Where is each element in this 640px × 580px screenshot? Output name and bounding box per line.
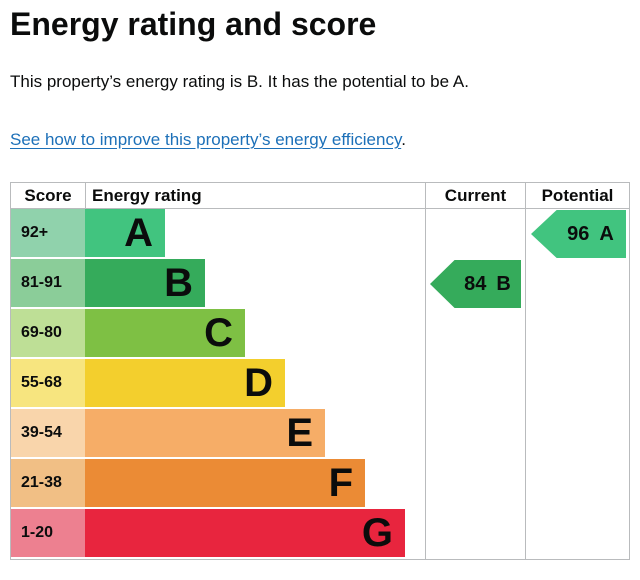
score-range-a: 92+ <box>11 209 85 257</box>
score-range-f: 21-38 <box>11 459 85 507</box>
link-period: . <box>401 130 406 149</box>
current-rating-letter: B <box>496 272 511 295</box>
column-header-score: Score <box>24 185 72 205</box>
band-row-a: 92+ A <box>11 209 629 259</box>
chart-body: 84 B 96 A 92+ A 81-91 B 69-80 C 55-68 D 39-54 E 21… <box>11 209 629 559</box>
band-row-c: 69-80 C <box>11 309 629 359</box>
improve-efficiency-link[interactable]: See how to improve this property’s energ… <box>10 130 402 149</box>
band-bar-a: A <box>85 209 165 257</box>
current-column-divider <box>425 209 426 559</box>
band-row-f: 21-38 F <box>11 459 629 509</box>
column-header-current: Current <box>425 183 525 208</box>
page-title: Energy rating and score <box>10 6 377 42</box>
band-bar-b: B <box>85 259 205 307</box>
chart-header-row: Score Energy rating Current Potential <box>11 183 629 209</box>
intro-text: This property’s energy rating is B. It h… <box>10 72 469 91</box>
band-bar-e: E <box>85 409 325 457</box>
column-header-rating: Energy rating <box>85 183 425 208</box>
band-row-b: 81-91 B <box>11 259 629 309</box>
page: Energy rating and score This property’s … <box>0 4 640 560</box>
score-range-b: 81-91 <box>11 259 85 307</box>
band-bar-f: F <box>85 459 365 507</box>
improve-link-line: See how to improve this property’s energ… <box>10 129 630 151</box>
band-row-d: 55-68 D <box>11 359 629 409</box>
band-row-e: 39-54 E <box>11 409 629 459</box>
potential-rating-letter: A <box>599 222 614 245</box>
score-range-e: 39-54 <box>11 409 85 457</box>
band-bar-g: G <box>85 509 405 557</box>
band-bar-c: C <box>85 309 245 357</box>
energy-rating-chart: Score Energy rating Current Potential 84… <box>10 182 630 560</box>
potential-column-divider <box>525 209 526 559</box>
score-range-d: 55-68 <box>11 359 85 407</box>
score-range-c: 69-80 <box>11 309 85 357</box>
potential-score-value: 96 <box>567 222 590 245</box>
band-row-g: 1-20 G <box>11 509 629 559</box>
current-score-value: 84 <box>464 272 487 295</box>
band-bar-d: D <box>85 359 285 407</box>
column-header-potential: Potential <box>525 183 629 208</box>
score-range-g: 1-20 <box>11 509 85 557</box>
